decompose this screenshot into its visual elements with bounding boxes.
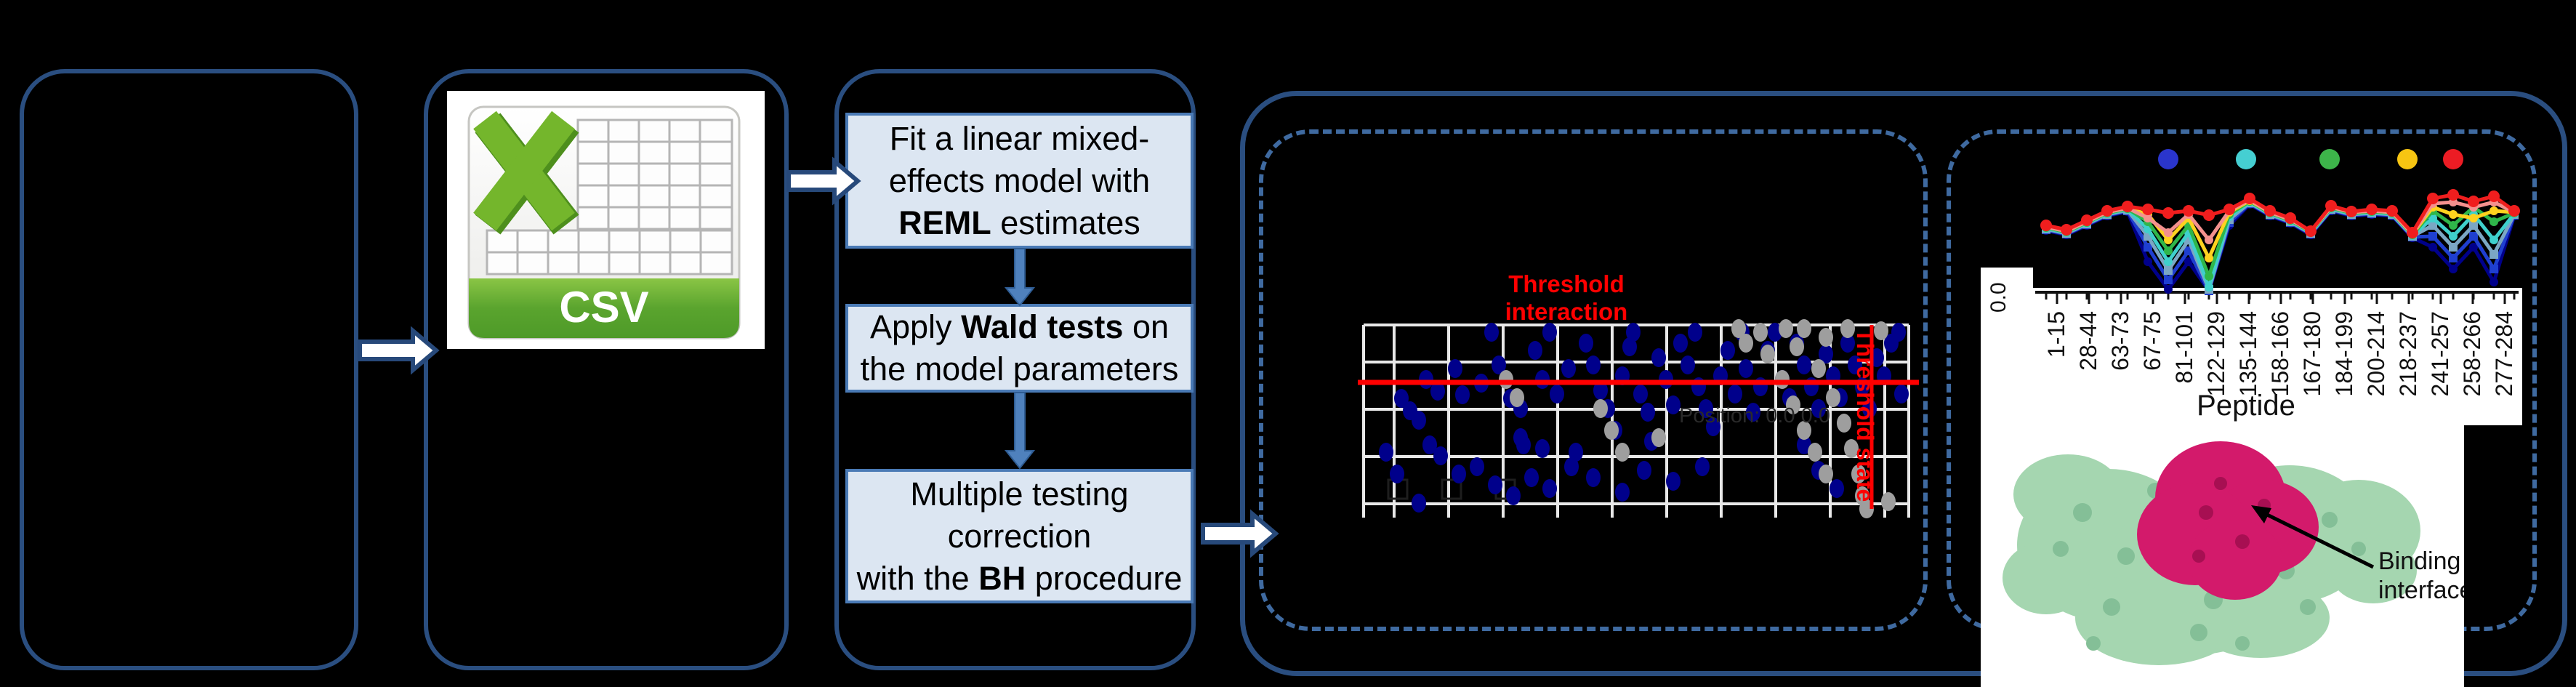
down-arrow-icon-1 — [1004, 248, 1036, 307]
legend-dot-icon — [2158, 149, 2178, 169]
binding-interface-annotation: Binding interface — [2378, 547, 2464, 604]
profile-axis: 1-15 28-44 63-73 67-75 81-101 122-129 135-144 1… — [2035, 291, 2519, 396]
svg-text:1-15: 1-15 — [2043, 311, 2069, 358]
svg-text:258-266: 258-266 — [2459, 311, 2485, 396]
profile-axis-strip — [1981, 288, 2522, 425]
workflow-step-box-1: Fit a linear mixed-effects model with REM… — [845, 113, 1194, 249]
profile-legend-dots — [2158, 149, 2463, 169]
csv-banner-label: CSV — [559, 283, 648, 332]
csv-banner — [469, 278, 739, 338]
block-arrow-right-icon-1 — [358, 326, 440, 375]
position-status-text: Position: 0.0 0.0 — [1679, 404, 1830, 427]
workflow-step-box-3: Multiple testing correction with the BH pr… — [845, 469, 1194, 603]
svg-text:184-199: 184-199 — [2331, 311, 2357, 396]
volcano-threshold-lines — [1358, 325, 1919, 509]
panel-csv-file — [424, 69, 789, 670]
svg-text:167-180: 167-180 — [2299, 311, 2325, 396]
legend-dot-icon — [2443, 149, 2463, 169]
svg-text:218-237: 218-237 — [2395, 311, 2421, 396]
protein-structure-image: Binding interface — [1981, 425, 2464, 687]
block-arrow-right-icon-2 — [786, 156, 861, 206]
panel-results-outer — [1240, 91, 2567, 676]
svg-text:200-214: 200-214 — [2363, 311, 2389, 396]
threshold-state-label: Threshold state — [1852, 329, 1878, 502]
svg-text:158-166: 158-166 — [2267, 311, 2293, 396]
block-arrow-right-icon-3 — [1201, 509, 1279, 558]
svg-text:28-44: 28-44 — [2075, 311, 2101, 371]
peptide-axis-label: Peptide — [2197, 390, 2295, 422]
legend-dot-icon — [2397, 149, 2418, 169]
svg-text:67-75: 67-75 — [2139, 311, 2165, 371]
protein-surface-magenta — [2137, 441, 2319, 600]
down-arrow-icon-2 — [1004, 392, 1036, 470]
binding-arrow-icon — [2251, 505, 2375, 569]
profile-series-lines — [2040, 189, 2520, 295]
svg-text:135-144: 135-144 — [2235, 311, 2261, 396]
excel-x-icon — [473, 111, 579, 235]
svg-text:241-257: 241-257 — [2427, 311, 2453, 396]
threshold-interaction-label: Threshold interaction — [1505, 270, 1628, 325]
svg-text:277-284: 277-284 — [2491, 311, 2517, 396]
svg-text:63-73: 63-73 — [2107, 311, 2133, 371]
csv-file-icon: CSV — [447, 91, 765, 349]
volcano-scatter-points — [1379, 319, 1909, 518]
svg-text:122-129: 122-129 — [2203, 311, 2229, 396]
volcano-gridlines — [1362, 324, 1910, 518]
protein-surface-texture — [2053, 483, 2366, 651]
panel-volcano-plot — [1259, 129, 1928, 631]
legend-dot-icon — [2319, 149, 2340, 169]
spreadsheet-grid-icon — [486, 118, 733, 276]
workflow-step-box-2: Apply Wald tests on the model parameters — [845, 304, 1194, 393]
panel-statistics-workflow — [834, 69, 1196, 670]
y-tick-patch: 0.0 — [1981, 268, 2033, 330]
panel-input — [20, 69, 358, 670]
legend-dot-icon — [2236, 149, 2256, 169]
svg-text:81-101: 81-101 — [2171, 311, 2197, 384]
